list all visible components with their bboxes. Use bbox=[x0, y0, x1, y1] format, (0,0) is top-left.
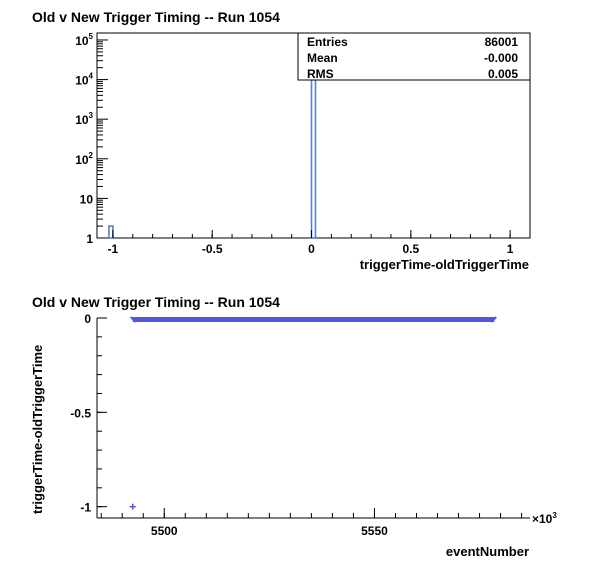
y-tick-label: 1 bbox=[86, 232, 93, 246]
scatter-title: Old v New Trigger Timing -- Run 1054 bbox=[32, 294, 280, 310]
stats-rms-label: RMS bbox=[307, 67, 334, 81]
scatter-points bbox=[129, 503, 136, 510]
y-tick-label: 105 bbox=[75, 32, 93, 48]
x-tick-label: 5550 bbox=[361, 524, 388, 538]
stats-box: Entries 86001 Mean -0.000 RMS 0.005 bbox=[297, 32, 531, 81]
scatter-band bbox=[130, 316, 497, 323]
scatter-x-axis: 5500 5550 bbox=[97, 508, 530, 538]
x-tick-label: 0.5 bbox=[402, 242, 419, 256]
y-tick-label: -1 bbox=[80, 501, 91, 515]
x-tick-label: 5500 bbox=[151, 524, 178, 538]
y-tick-label: 103 bbox=[75, 111, 93, 127]
stats-box-frame bbox=[297, 32, 531, 81]
y-tick-label: 0 bbox=[84, 312, 91, 326]
x-tick-label: 0 bbox=[308, 242, 315, 256]
band-edge-left bbox=[130, 316, 137, 323]
stats-entries-value: 86001 bbox=[485, 35, 519, 49]
x-tick-label: -1 bbox=[108, 242, 119, 256]
y-tick-label: 102 bbox=[75, 151, 93, 167]
stats-rms-value: 0.005 bbox=[488, 67, 518, 81]
scatter-point bbox=[129, 503, 136, 510]
scatter-frame bbox=[97, 318, 530, 518]
stats-entries-label: Entries bbox=[307, 35, 348, 49]
stats-mean-value: -0.000 bbox=[484, 51, 518, 65]
scatter-x-exponent: ×103 bbox=[532, 511, 557, 526]
scatter-plot: Old v New Trigger Timing -- Run 1054 0 -0… bbox=[30, 294, 557, 559]
scatter-y-axis: 0 -0.5 -1 bbox=[70, 312, 107, 518]
histogram-y-axis: 1 10 102 103 104 105 bbox=[75, 32, 108, 246]
band-points bbox=[132, 317, 495, 322]
band-edge-right bbox=[490, 316, 497, 323]
x-tick-label: 1 bbox=[507, 242, 514, 256]
histogram-plot: Old v New Trigger Timing -- Run 1054 110… bbox=[32, 9, 531, 272]
histogram-x-axis: -1 -0.5 0 0.5 1 bbox=[108, 230, 531, 256]
histogram-title: Old v New Trigger Timing -- Run 1054 bbox=[32, 9, 280, 25]
scatter-x-axis-title: eventNumber bbox=[446, 544, 529, 559]
histogram-x-axis-title: triggerTime-oldTriggerTime bbox=[360, 257, 529, 272]
scatter-y-axis-title: triggerTime-oldTriggerTime bbox=[30, 345, 45, 514]
stats-mean-label: Mean bbox=[307, 51, 338, 65]
y-tick-label: 10 bbox=[80, 192, 94, 206]
x-tick-label: -0.5 bbox=[202, 242, 223, 256]
y-tick-label: 104 bbox=[75, 72, 93, 88]
y-tick-label: -0.5 bbox=[70, 406, 91, 420]
